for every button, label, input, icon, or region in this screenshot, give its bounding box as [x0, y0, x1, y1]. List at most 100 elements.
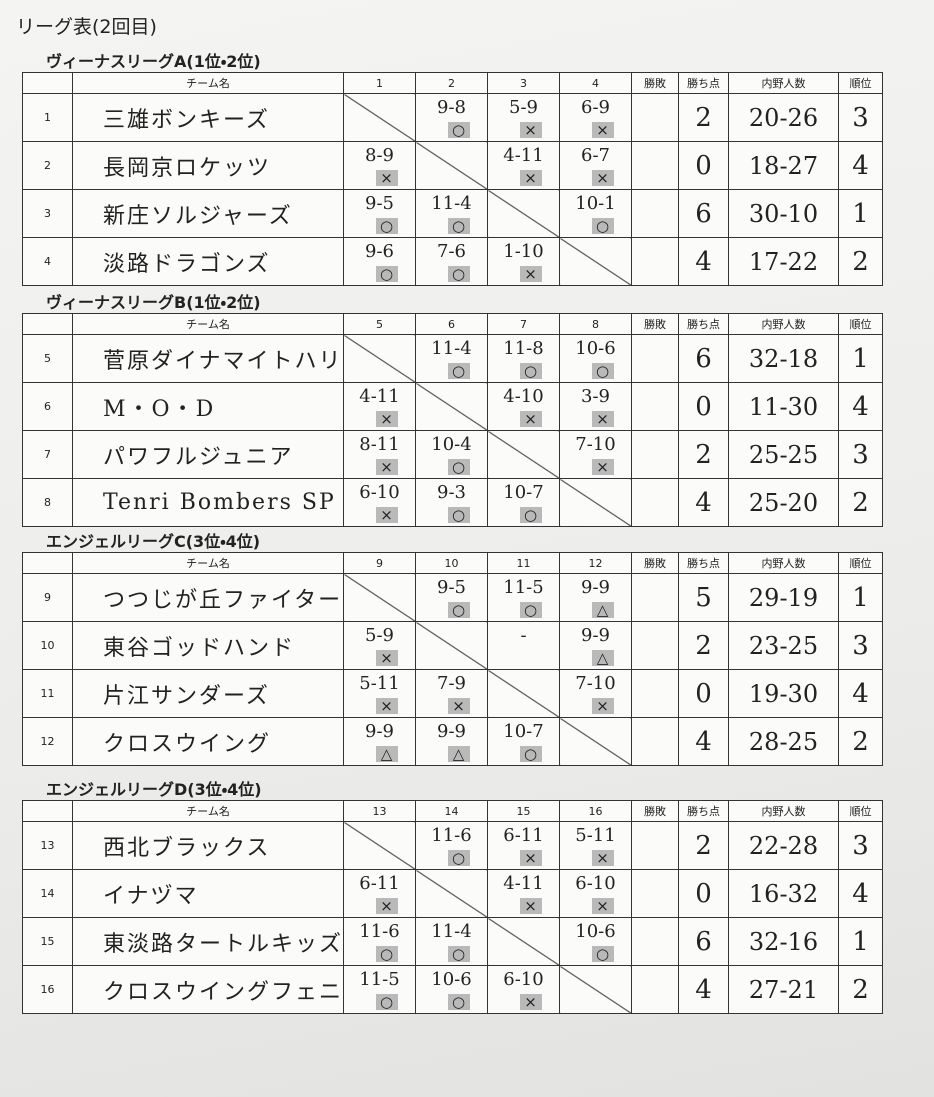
match-result: ○ [447, 602, 470, 618]
match-cell: 9-8 ○ [415, 93, 488, 142]
match-cell: 9-6 ○ [343, 237, 416, 286]
team-name: つつじが丘ファイターズ [72, 573, 344, 622]
win-loss [631, 669, 679, 718]
players: 23-25 [728, 621, 839, 670]
header-opponent: 3 [487, 72, 560, 94]
rank: 4 [838, 869, 883, 918]
players: 11-30 [728, 382, 839, 431]
match-cell: 8-9 × [343, 141, 416, 190]
header-opponent: 14 [415, 800, 488, 822]
self-cell [487, 669, 560, 718]
match-score: 5-9 [365, 625, 394, 646]
players: 29-19 [728, 573, 839, 622]
header-points: 勝ち点 [678, 313, 729, 335]
team-name: 淡路ドラゴンズ [72, 237, 344, 286]
self-cell [343, 573, 416, 622]
team-name: 東淡路タートルキッズ [72, 917, 344, 966]
match-result: × [519, 898, 542, 914]
header-rank: 順位 [838, 313, 883, 335]
match-score: 6-10 [359, 482, 400, 503]
row-number: 15 [22, 917, 73, 966]
match-cell: 10-6 ○ [559, 917, 632, 966]
match-score: 11-5 [503, 577, 544, 598]
header-opponent: 10 [415, 552, 488, 574]
match-result: × [375, 650, 398, 666]
team-name: 新庄ソルジャーズ [72, 189, 344, 238]
match-cell: - [487, 621, 560, 670]
match-result: ○ [375, 946, 398, 962]
header-row: チーム名 5 6 7 8 勝敗 勝ち点 内野人数 順位 [22, 313, 883, 335]
match-cell: 1-10 × [487, 237, 560, 286]
rank: 3 [838, 621, 883, 670]
match-cell: 11-4 ○ [415, 189, 488, 238]
header-rank: 順位 [838, 800, 883, 822]
self-cell [487, 189, 560, 238]
match-result: △ [447, 746, 470, 762]
match-cell: 10-1 ○ [559, 189, 632, 238]
match-score: 9-8 [437, 97, 466, 118]
match-result: ○ [447, 363, 470, 379]
players: 18-27 [728, 141, 839, 190]
team-row: 8 Tenri Bombers SP 6-10 × 9-3 ○ 10-7 ○ 4 25-20 2 [22, 478, 883, 527]
match-cell: 4-11 × [343, 382, 416, 431]
match-score: 9-5 [365, 193, 394, 214]
match-score: 8-9 [365, 145, 394, 166]
match-score: 5-11 [575, 825, 616, 846]
self-cell [415, 621, 488, 670]
header-players: 内野人数 [728, 72, 839, 94]
match-cell: 4-11 × [487, 869, 560, 918]
players: 30-10 [728, 189, 839, 238]
match-cell: 6-10 × [487, 965, 560, 1014]
match-cell: 5-11 × [559, 821, 632, 870]
rank: 1 [838, 917, 883, 966]
self-cell [343, 334, 416, 383]
match-score: 11-5 [359, 969, 400, 990]
header-opponent: 2 [415, 72, 488, 94]
rank: 1 [838, 334, 883, 383]
row-number: 11 [22, 669, 73, 718]
team-name: 菅原ダイナマイトハリケーン [72, 334, 344, 383]
win-loss [631, 382, 679, 431]
row-number: 9 [22, 573, 73, 622]
match-result: ○ [591, 363, 614, 379]
rank: 3 [838, 821, 883, 870]
header-opponent: 15 [487, 800, 560, 822]
points: 4 [678, 237, 729, 286]
match-cell: 4-11 × [487, 141, 560, 190]
row-number: 16 [22, 965, 73, 1014]
match-score: 3-9 [581, 386, 610, 407]
header-opponent: 16 [559, 800, 632, 822]
self-cell [343, 93, 416, 142]
team-row: 7 パワフルジュニア 8-11 × 10-4 ○ 7-10 × 2 25-25 3 [22, 430, 883, 479]
win-loss [631, 869, 679, 918]
team-name: 東谷ゴッドハンド [72, 621, 344, 670]
match-score: 10-7 [503, 721, 544, 742]
points: 6 [678, 334, 729, 383]
match-score: 6-7 [581, 145, 610, 166]
self-cell [415, 141, 488, 190]
match-cell: 3-9 × [559, 382, 632, 431]
match-result: ○ [447, 266, 470, 282]
match-result: ○ [591, 946, 614, 962]
match-cell: 9-3 ○ [415, 478, 488, 527]
header-points: 勝ち点 [678, 800, 729, 822]
match-score: 7-10 [575, 673, 616, 694]
match-result: ○ [447, 459, 470, 475]
match-cell: 4-10 × [487, 382, 560, 431]
header-team: チーム名 [72, 313, 344, 335]
players: 32-16 [728, 917, 839, 966]
row-number: 12 [22, 717, 73, 766]
rank: 4 [838, 382, 883, 431]
row-number: 6 [22, 382, 73, 431]
league-table: チーム名 1 2 3 4 勝敗 勝ち点 内野人数 順位 1 三雄ボンキーズ 9-8 ○ 5-9 × 6-9 × 2… [22, 72, 883, 286]
row-number: 7 [22, 430, 73, 479]
match-result: × [519, 266, 542, 282]
match-cell: 10-4 ○ [415, 430, 488, 479]
match-cell: 10-6 ○ [559, 334, 632, 383]
match-score: 10-4 [431, 434, 472, 455]
header-cell [22, 552, 73, 574]
points: 4 [678, 965, 729, 1014]
match-cell: 6-11 × [343, 869, 416, 918]
rank: 4 [838, 141, 883, 190]
points: 4 [678, 478, 729, 527]
